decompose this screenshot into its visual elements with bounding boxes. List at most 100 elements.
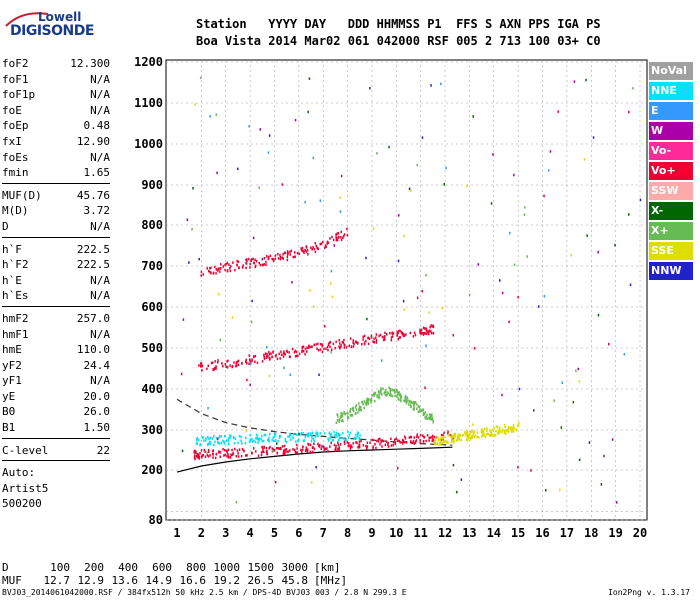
echo-point (226, 451, 228, 454)
echo-point (226, 366, 229, 369)
echo-point (225, 262, 227, 266)
echo-point (347, 417, 349, 420)
echo-point (207, 443, 209, 447)
x-tick-label: 9 (368, 526, 375, 540)
echo-point (278, 352, 280, 356)
y-tick-label: 1200 (134, 55, 163, 69)
echo-point (303, 439, 305, 442)
noise-point (329, 282, 332, 285)
echo-point (393, 388, 396, 392)
echo-point (208, 269, 210, 273)
echo-point (335, 431, 338, 435)
noise-point (194, 103, 196, 106)
echo-point (300, 448, 302, 452)
echo-point (225, 449, 228, 453)
param-row: h`F 222.5 (2, 242, 110, 258)
echo-point (381, 445, 383, 448)
noise-point (261, 258, 264, 261)
echo-point (415, 439, 418, 442)
echo-point (218, 436, 220, 440)
echo-point (363, 406, 365, 410)
param-label: foEs (2, 150, 29, 164)
echo-point (362, 403, 364, 406)
echo-point (390, 336, 393, 339)
echo-point (358, 408, 360, 411)
param-value: 222.5 (76, 258, 110, 272)
noise-point (369, 87, 371, 90)
echo-point (224, 268, 226, 272)
echo-point (304, 249, 306, 252)
echo-point (370, 401, 372, 404)
echo-point (257, 454, 260, 457)
echo-point (484, 435, 487, 439)
echo-point (416, 407, 418, 410)
echo-point (209, 442, 212, 446)
param-label: MUF(D) (2, 188, 42, 202)
echo-point (219, 435, 221, 438)
echo-point (487, 432, 490, 436)
echo-point (392, 389, 394, 392)
param-label: fxI (2, 134, 22, 148)
echo-point (453, 434, 456, 437)
echo-point (400, 399, 402, 403)
echo-point (260, 438, 262, 441)
echo-point (237, 363, 240, 366)
echo-point (328, 341, 331, 344)
noise-point (570, 253, 572, 257)
echo-point (481, 435, 483, 438)
echo-point (229, 436, 231, 440)
echo-point (319, 242, 321, 246)
echo-point (227, 437, 230, 440)
echo-point (341, 340, 344, 344)
echo-point (273, 435, 276, 438)
noise-point (508, 320, 510, 324)
echo-point (284, 452, 286, 456)
noise-point (468, 293, 471, 296)
echo-point (434, 439, 437, 442)
table-value: 12.9 (77, 574, 105, 587)
echo-point (352, 442, 354, 445)
echo-point (338, 446, 341, 449)
x-tick-label: 4 (246, 526, 253, 540)
echo-point (466, 438, 469, 442)
noise-point (499, 279, 501, 282)
noise-point (388, 145, 390, 149)
echo-point (373, 337, 375, 341)
echo-point (310, 246, 312, 249)
echo-point (307, 442, 309, 446)
echo-point (381, 335, 384, 339)
echo-point (433, 435, 435, 439)
echo-point (244, 441, 247, 445)
noise-point (600, 483, 603, 486)
noise-point (248, 125, 250, 128)
echo-point (363, 342, 366, 346)
echo-point (379, 390, 382, 393)
echo-point (240, 439, 242, 442)
echo-point (361, 400, 363, 404)
echo-point (214, 265, 216, 269)
echo-point (492, 434, 495, 438)
echo-point (219, 270, 221, 273)
echo-point (327, 450, 329, 453)
noise-point (209, 115, 211, 118)
echo-point (340, 411, 342, 415)
echo-point (265, 446, 268, 450)
echo-point (388, 386, 390, 389)
echo-point (366, 447, 368, 450)
echo-point (458, 433, 460, 436)
echo-point (267, 255, 270, 259)
noise-point (271, 449, 274, 453)
echo-point (261, 263, 264, 266)
y-tick-label: 700 (141, 259, 163, 273)
echo-point (300, 247, 302, 250)
echo-point (440, 438, 443, 441)
echo-point (265, 263, 267, 266)
polarization-legend: NoVal NNE E W Vo- Vo+ SSW X- X+ SSE NNW (649, 62, 693, 282)
echo-point (329, 437, 331, 440)
echo-point (358, 443, 360, 446)
noise-point (231, 316, 234, 319)
echo-point (501, 428, 504, 432)
echo-point (217, 359, 219, 362)
echo-point (469, 438, 472, 441)
noise-point (614, 243, 616, 247)
